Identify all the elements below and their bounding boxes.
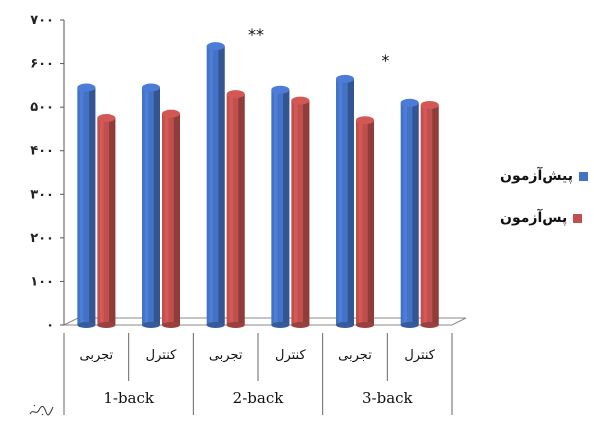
category-label: کنترل: [146, 348, 177, 363]
bar-bottom: [226, 322, 245, 328]
bar-shade: [432, 104, 439, 325]
bar-top: [142, 83, 160, 92]
bar-shade: [153, 87, 160, 326]
bar-shade: [367, 120, 374, 325]
bar: [206, 42, 225, 328]
bar-shade: [347, 78, 354, 325]
bar-bottom: [142, 322, 160, 328]
bar: [142, 83, 160, 328]
bar-shade: [283, 89, 290, 325]
y-tick-label: ۴۰۰: [30, 144, 54, 159]
bar-highlight: [423, 104, 427, 325]
legend: پیش‌آزمون پس‌آزمون: [500, 168, 590, 252]
bar: [336, 74, 354, 328]
bar-top: [162, 109, 180, 118]
bar-highlight: [358, 120, 363, 325]
bar-top: [226, 90, 245, 99]
bar-highlight: [274, 89, 278, 325]
bar-highlight: [229, 94, 233, 325]
bar-top: [271, 85, 290, 94]
y-tick-label: ۰: [46, 318, 54, 333]
bar-bottom: [162, 322, 180, 328]
y-tick-label: ۲۰۰: [30, 231, 54, 246]
bar-shade: [412, 102, 419, 326]
bar-top: [356, 116, 374, 125]
bar: [271, 85, 290, 328]
bar-highlight: [338, 78, 343, 325]
bar-top: [291, 96, 310, 105]
bar-bottom: [336, 322, 354, 328]
bar-top: [97, 114, 116, 123]
bar-shade: [303, 100, 310, 325]
legend-label-posttest: پس‌آزمون: [500, 210, 568, 226]
bar-top: [336, 74, 354, 83]
signature-mark-icon: [29, 404, 54, 416]
bar-top: [400, 98, 419, 107]
legend-item-pretest: پیش‌آزمون: [500, 168, 590, 184]
bar: [420, 100, 439, 328]
bar-shade: [89, 87, 96, 326]
bar-bottom: [400, 322, 419, 328]
y-tick-label: ۶۰۰: [30, 57, 54, 72]
legend-label-pretest: پیش‌آزمون: [500, 168, 574, 184]
bar-highlight: [164, 113, 169, 325]
bar: [291, 96, 310, 328]
bar-bottom: [206, 322, 225, 328]
bar: [400, 98, 419, 328]
bar-highlight: [144, 87, 149, 326]
category-label: تجربی: [209, 348, 243, 363]
group-label: 2-back: [233, 389, 285, 407]
bar-top: [206, 42, 225, 51]
bar-shade: [173, 113, 180, 325]
bar-bottom: [271, 322, 290, 328]
bar-bottom: [97, 322, 116, 328]
y-tick-label: ۵۰۰: [30, 100, 54, 115]
category-label: تجربی: [338, 348, 372, 363]
bar-top: [77, 83, 96, 92]
significance-marker: *: [381, 51, 389, 70]
bars-layer: [77, 42, 439, 328]
bar: [356, 116, 374, 328]
bar-highlight: [294, 100, 298, 325]
legend-swatch-posttest: [573, 213, 583, 223]
legend-item-posttest: پس‌آزمون: [500, 210, 590, 226]
category-label: تجربی: [80, 348, 114, 363]
bar: [162, 109, 180, 328]
bar-shade: [109, 118, 116, 326]
bar-bottom: [291, 322, 310, 328]
bar-top: [420, 100, 439, 109]
bar-bottom: [356, 322, 374, 328]
group-label: 1-back: [103, 389, 155, 407]
bar-bottom: [420, 322, 439, 328]
y-tick-label: ۷۰۰: [30, 13, 54, 28]
group-label: 3-back: [362, 389, 414, 407]
legend-swatch-pretest: [579, 171, 589, 181]
bar-shade: [238, 94, 245, 325]
bar-shade: [218, 46, 225, 326]
labels-layer: تجربی کنترل تجربی کنترل تجربی کنترل 1-back 2-ba…: [80, 25, 436, 407]
bar-bottom: [77, 322, 96, 328]
bar-highlight: [80, 87, 84, 326]
bar-highlight: [403, 102, 407, 326]
bar-highlight: [209, 46, 213, 326]
category-label: کنترل: [275, 348, 306, 363]
bar-highlight: [100, 118, 104, 326]
category-label: کنترل: [404, 348, 435, 363]
significance-marker: **: [248, 25, 264, 44]
bar: [226, 90, 245, 328]
bar: [77, 83, 96, 328]
y-tick-label: ۱۰۰: [30, 274, 54, 289]
y-tick-label: ۳۰۰: [30, 187, 54, 202]
bar: [97, 114, 116, 328]
